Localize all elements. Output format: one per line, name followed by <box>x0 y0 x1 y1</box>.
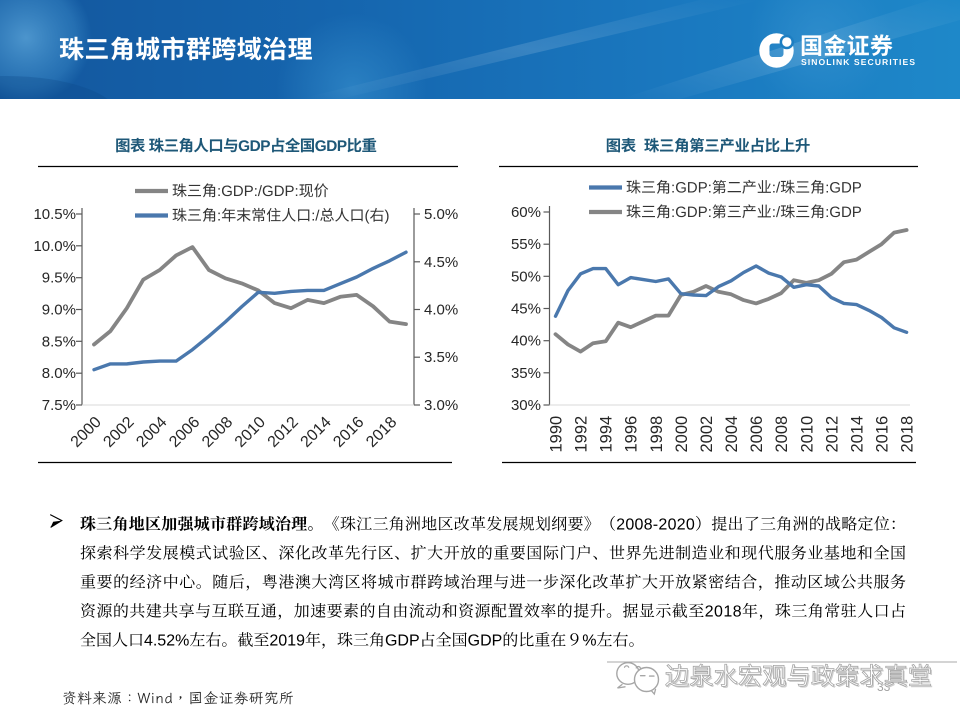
svg-text:8.0%: 8.0% <box>42 365 76 382</box>
svg-text:30%: 30% <box>511 397 541 414</box>
svg-text:10.0%: 10.0% <box>33 238 76 255</box>
svg-text:4.5%: 4.5% <box>424 254 458 271</box>
svg-text:10.5%: 10.5% <box>33 206 76 223</box>
svg-text:3.5%: 3.5% <box>424 349 458 366</box>
svg-text:2018: 2018 <box>899 416 917 453</box>
svg-text:2002: 2002 <box>698 416 716 453</box>
svg-text:35%: 35% <box>511 365 541 382</box>
svg-text:60%: 60% <box>511 204 541 221</box>
svg-text:7.5%: 7.5% <box>42 397 76 414</box>
svg-text:1994: 1994 <box>598 416 616 453</box>
svg-text:2014: 2014 <box>849 416 867 453</box>
svg-text:2010: 2010 <box>798 416 816 453</box>
svg-text:5.0%: 5.0% <box>424 206 458 223</box>
svg-text:8.5%: 8.5% <box>42 333 76 350</box>
svg-text:1990: 1990 <box>548 416 566 453</box>
svg-text:2006: 2006 <box>748 416 766 453</box>
svg-text:1992: 1992 <box>573 416 591 453</box>
svg-text:9.0%: 9.0% <box>42 302 76 319</box>
svg-text:1998: 1998 <box>648 416 666 453</box>
svg-text:40%: 40% <box>511 333 541 350</box>
svg-text:2004: 2004 <box>723 416 741 453</box>
svg-text:3.0%: 3.0% <box>424 397 458 414</box>
svg-text:55%: 55% <box>511 236 541 253</box>
svg-text:9.5%: 9.5% <box>42 270 76 287</box>
svg-text:2016: 2016 <box>874 416 892 453</box>
svg-text:1996: 1996 <box>623 416 641 453</box>
svg-text:2008: 2008 <box>773 416 791 453</box>
svg-text:50%: 50% <box>511 268 541 285</box>
svg-text:2012: 2012 <box>823 416 841 453</box>
svg-text:2000: 2000 <box>673 416 691 453</box>
svg-text:4.0%: 4.0% <box>424 302 458 319</box>
svg-text:45%: 45% <box>511 301 541 318</box>
